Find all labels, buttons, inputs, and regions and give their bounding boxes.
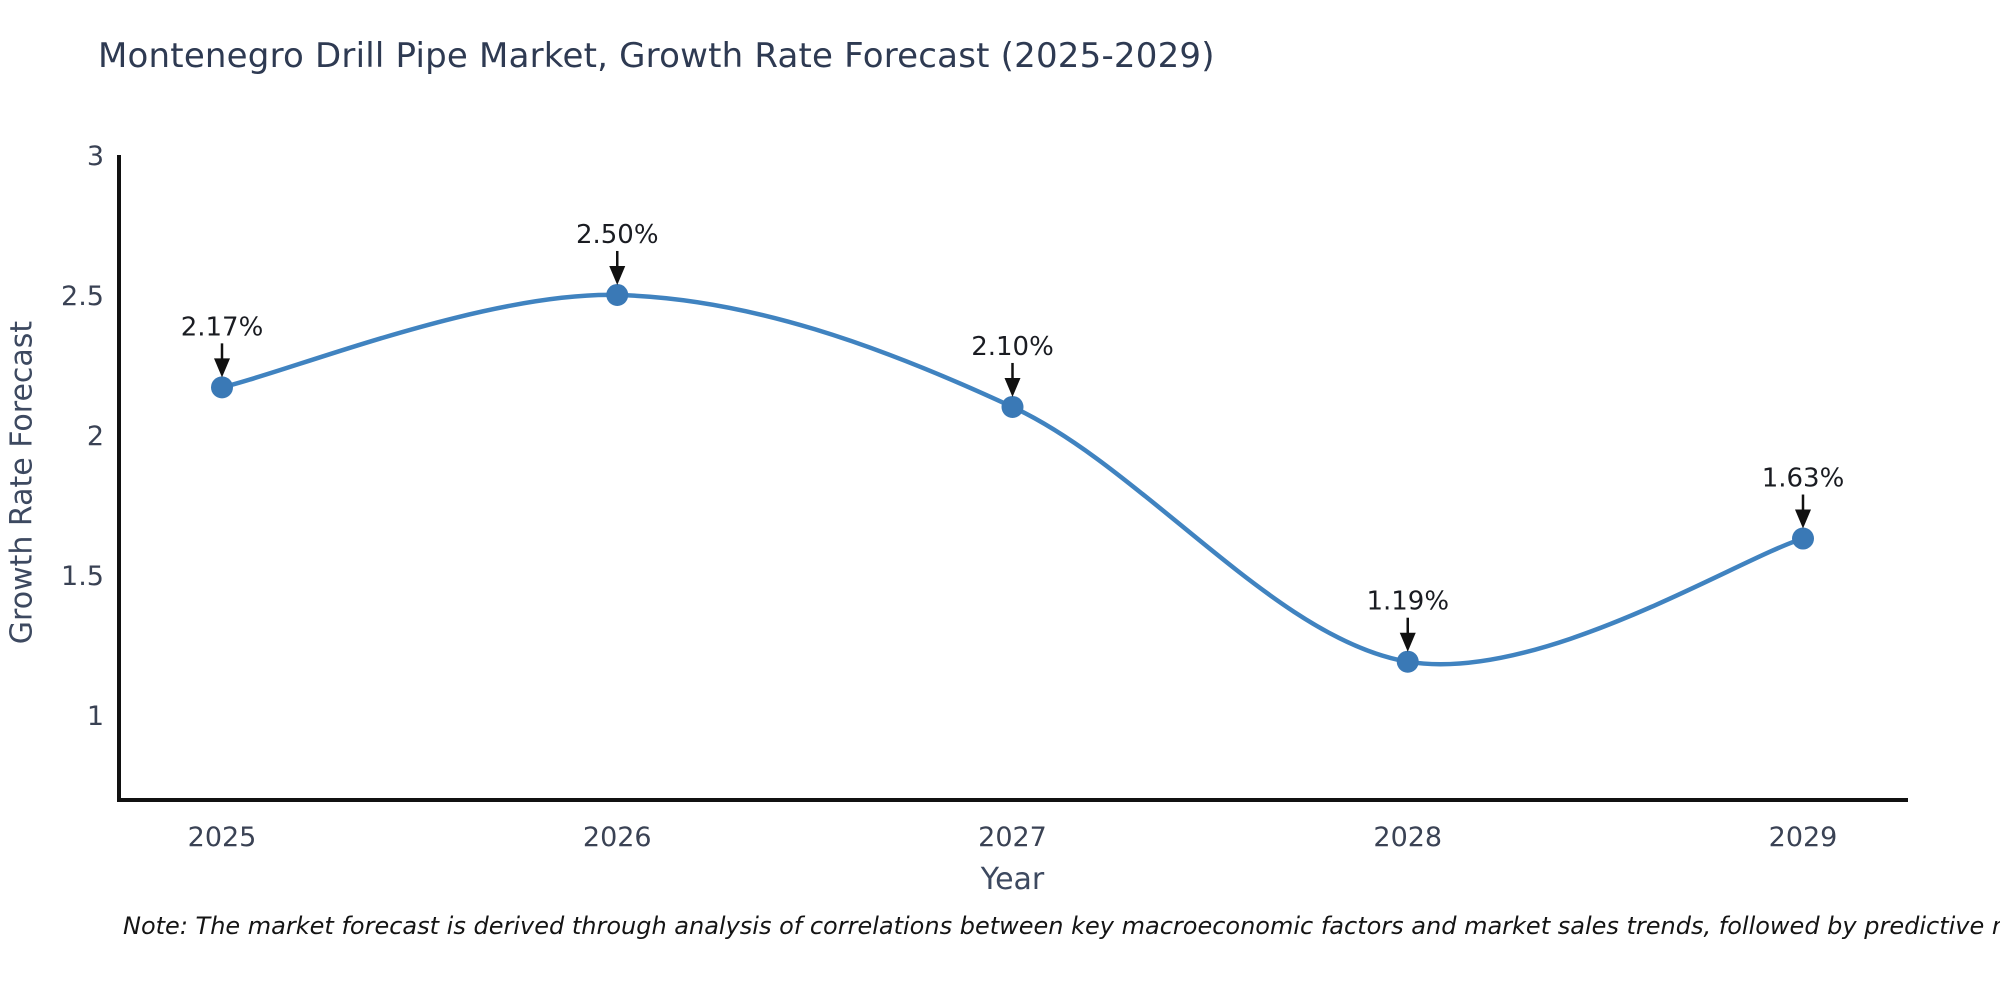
y-axis-title: Growth Rate Forecast — [4, 320, 40, 645]
annotation-label: 1.63% — [1762, 464, 1845, 494]
annotation-arrow-head — [609, 265, 626, 285]
footnote: Note: The market forecast is derived thr… — [123, 912, 2000, 940]
x-axis-title: Year — [980, 862, 1045, 897]
y-tick-label: 2.5 — [61, 281, 104, 312]
chart-title: Montenegro Drill Pipe Market, Growth Rat… — [98, 36, 1215, 76]
data-point-marker — [606, 283, 629, 306]
data-point-marker — [1792, 527, 1814, 550]
y-tick-label: 3 — [87, 141, 104, 172]
annotation-arrow-head — [214, 358, 230, 378]
x-tick-label: 2025 — [188, 822, 257, 853]
annotation-label: 2.10% — [971, 332, 1054, 362]
x-tick-label: 2026 — [583, 822, 652, 853]
annotation-arrow-head — [1795, 509, 1811, 529]
annotation-label: 1.19% — [1366, 587, 1449, 617]
y-tick-label: 1.5 — [61, 561, 104, 592]
x-tick-label: 2028 — [1373, 822, 1442, 853]
x-tick-label: 2027 — [978, 822, 1047, 853]
annotation-label: 2.50% — [576, 220, 659, 250]
annotation-label: 2.17% — [181, 312, 264, 342]
data-point-marker — [211, 376, 233, 399]
data-point-marker — [1001, 395, 1024, 418]
data-point-marker — [1396, 650, 1419, 673]
y-tick-label: 1 — [87, 701, 104, 732]
y-tick-label: 2 — [87, 421, 104, 452]
annotation-arrow-head — [1399, 632, 1416, 652]
x-tick-label: 2029 — [1769, 822, 1838, 853]
annotation-arrow-head — [1004, 377, 1021, 397]
